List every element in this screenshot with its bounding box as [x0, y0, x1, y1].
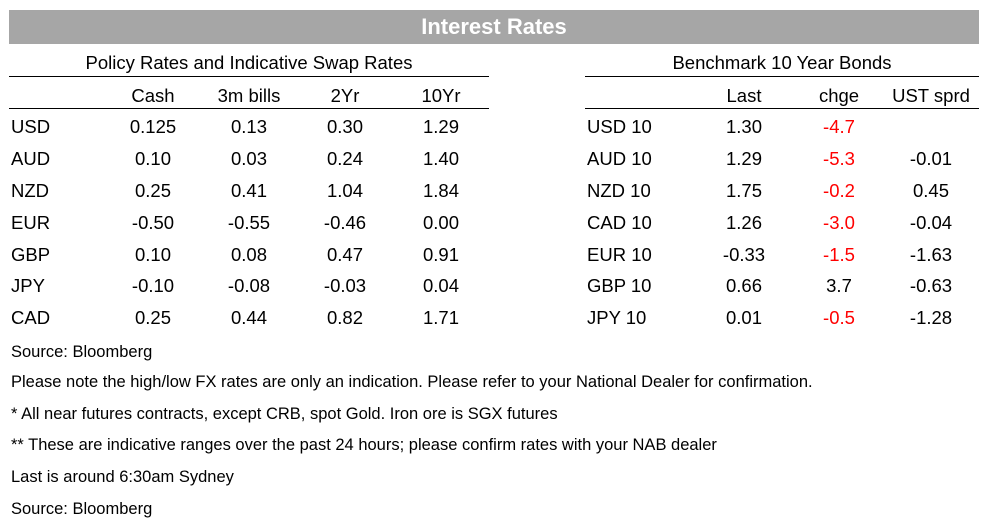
- cash-value: 0.10: [134, 148, 172, 169]
- last-value: 1.75: [725, 180, 763, 201]
- last-value: 0.01: [725, 307, 763, 328]
- row-label: CAD: [11, 307, 51, 328]
- ust-spread-value: -0.01: [909, 148, 953, 169]
- 10yr-value: 0.91: [422, 244, 460, 265]
- bills-value: 0.44: [230, 307, 268, 328]
- change-value: 3.7: [826, 275, 852, 296]
- cash-value: 0.10: [134, 244, 172, 265]
- timing-note: Last is around 6:30am Sydney: [11, 468, 234, 486]
- row-label: NZD: [11, 180, 50, 201]
- row-label: GBP 10: [587, 275, 652, 296]
- row-label: CAD 10: [587, 212, 652, 233]
- last-value: 1.30: [725, 116, 763, 137]
- 10yr-value: 0.00: [422, 212, 460, 233]
- row-label: JPY 10: [587, 307, 647, 328]
- divider: [585, 76, 979, 77]
- futures-note: * All near futures contracts, except CRB…: [11, 405, 558, 423]
- row-label: USD: [11, 116, 51, 137]
- ust-spread-value: -0.63: [909, 275, 953, 296]
- row-label: EUR 10: [587, 244, 652, 265]
- cash-value: -0.50: [131, 212, 175, 233]
- row-label: NZD 10: [587, 180, 651, 201]
- 10yr-value: 0.04: [422, 275, 460, 296]
- cash-value: 0.25: [134, 180, 172, 201]
- column-header-cash: Cash: [131, 85, 175, 106]
- change-value: -0.2: [823, 180, 855, 201]
- bills-value: -0.55: [227, 212, 271, 233]
- change-value: -1.5: [823, 244, 855, 265]
- 10yr-value: 1.29: [422, 116, 460, 137]
- 2yr-value: 0.24: [326, 148, 364, 169]
- last-value: 1.29: [725, 148, 763, 169]
- 2yr-value: 1.04: [326, 180, 364, 201]
- last-value: 1.26: [725, 212, 763, 233]
- bills-value: 0.03: [230, 148, 268, 169]
- row-label: USD 10: [587, 116, 652, 137]
- 10yr-value: 1.40: [422, 148, 460, 169]
- last-value: 0.66: [725, 275, 763, 296]
- column-header-2yr: 2Yr: [330, 85, 360, 106]
- 2yr-value: -0.03: [323, 275, 367, 296]
- benchmark-bonds-heading: Benchmark 10 Year Bonds: [672, 52, 892, 73]
- page-title: Interest Rates: [9, 10, 979, 44]
- cash-value: 0.125: [129, 116, 177, 137]
- row-label: EUR: [11, 212, 51, 233]
- column-header-10yr: 10Yr: [421, 85, 461, 106]
- last-value: -0.33: [722, 244, 766, 265]
- ust-spread-value: -0.04: [909, 212, 953, 233]
- row-label: JPY: [11, 275, 45, 296]
- 10yr-value: 1.84: [422, 180, 460, 201]
- source-note: Source: Bloomberg: [11, 500, 153, 518]
- column-header-last: Last: [726, 85, 762, 106]
- row-label: GBP: [11, 244, 51, 265]
- cash-value: -0.10: [131, 275, 175, 296]
- 2yr-value: 0.30: [326, 116, 364, 137]
- 2yr-value: 0.47: [326, 244, 364, 265]
- column-header-chge: chge: [818, 85, 860, 106]
- ust-spread-value: 0.45: [912, 180, 950, 201]
- ust-spread-value: -1.28: [909, 307, 953, 328]
- column-header-3m-bills: 3m bills: [217, 85, 281, 106]
- row-label: AUD: [11, 148, 51, 169]
- disclaimer-note: Please note the high/low FX rates are on…: [11, 373, 813, 391]
- change-value: -5.3: [823, 148, 855, 169]
- 2yr-value: 0.82: [326, 307, 364, 328]
- divider: [585, 108, 979, 109]
- row-label: AUD 10: [587, 148, 652, 169]
- 10yr-value: 1.71: [422, 307, 460, 328]
- change-value: -3.0: [823, 212, 855, 233]
- divider: [9, 108, 489, 109]
- cash-value: 0.25: [134, 307, 172, 328]
- column-header-ust-sprd: UST sprd: [892, 85, 970, 106]
- bills-value: 0.08: [230, 244, 268, 265]
- policy-rates-heading: Policy Rates and Indicative Swap Rates: [85, 52, 413, 73]
- bills-value: -0.08: [227, 275, 271, 296]
- 2yr-value: -0.46: [323, 212, 367, 233]
- source-note: Source: Bloomberg: [11, 343, 153, 361]
- divider: [9, 76, 489, 77]
- change-value: -0.5: [823, 307, 855, 328]
- ust-spread-value: -1.63: [909, 244, 953, 265]
- bills-value: 0.13: [230, 116, 268, 137]
- change-value: -4.7: [823, 116, 855, 137]
- ranges-note: ** These are indicative ranges over the …: [11, 436, 717, 454]
- bills-value: 0.41: [230, 180, 268, 201]
